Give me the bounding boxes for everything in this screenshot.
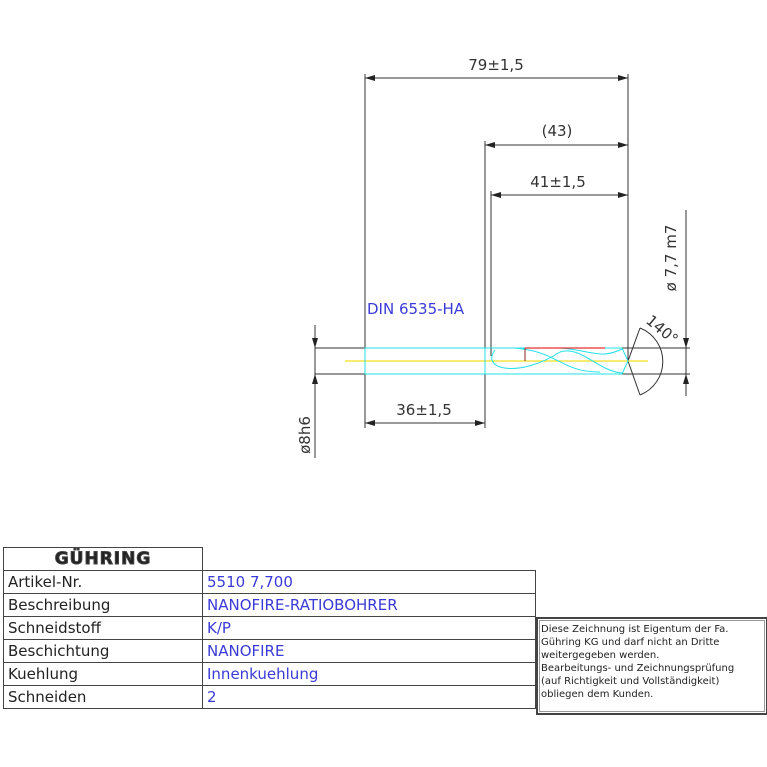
row-label: Beschichtung: [3, 639, 203, 663]
table-row: Schneiden 2: [3, 685, 536, 709]
row-value: NANOFIRE-RATIOBOHRER: [202, 593, 536, 617]
label-flute-length: 41±1,5: [530, 173, 586, 191]
row-label: Artikel-Nr.: [3, 570, 203, 594]
row-label: Beschreibung: [3, 593, 203, 617]
row-label: Schneidstoff: [3, 616, 203, 640]
table-row: Schneidstoff K/P: [3, 616, 536, 640]
extension-lines: [315, 74, 690, 428]
label-flute-ref: (43): [542, 122, 573, 140]
label-cutting-diameter: ø 7,7 m7: [662, 225, 680, 292]
label-overall-length: 79±1,5: [468, 56, 524, 74]
row-value: Innenkuehlung: [202, 662, 536, 686]
table-row: Beschreibung NANOFIRE-RATIOBOHRER: [3, 593, 536, 617]
row-value: K/P: [202, 616, 536, 640]
label-point-angle: 140°: [642, 311, 681, 348]
dimension-lines: [312, 75, 689, 458]
title-block: GÜHRING Artikel-Nr. 5510 7,700 Beschreibu…: [3, 547, 536, 709]
row-label: Schneiden: [3, 685, 203, 709]
row-value: 5510 7,700: [202, 570, 536, 594]
row-value: NANOFIRE: [202, 639, 536, 663]
table-row: Kuehlung Innenkuehlung: [3, 662, 536, 686]
company-logo: GÜHRING: [3, 547, 203, 571]
table-row: Beschichtung NANOFIRE: [3, 639, 536, 663]
ownership-note: Diese Zeichnung ist Eigentum der Fa. Güh…: [536, 617, 767, 715]
table-row: Artikel-Nr. 5510 7,700: [3, 570, 536, 594]
row-value: 2: [202, 685, 536, 709]
label-shank-length: 36±1,5: [396, 401, 452, 419]
row-label: Kuehlung: [3, 662, 203, 686]
label-standard: DIN 6535-HA: [367, 300, 465, 318]
label-shank-diameter: ø8h6: [296, 416, 314, 454]
